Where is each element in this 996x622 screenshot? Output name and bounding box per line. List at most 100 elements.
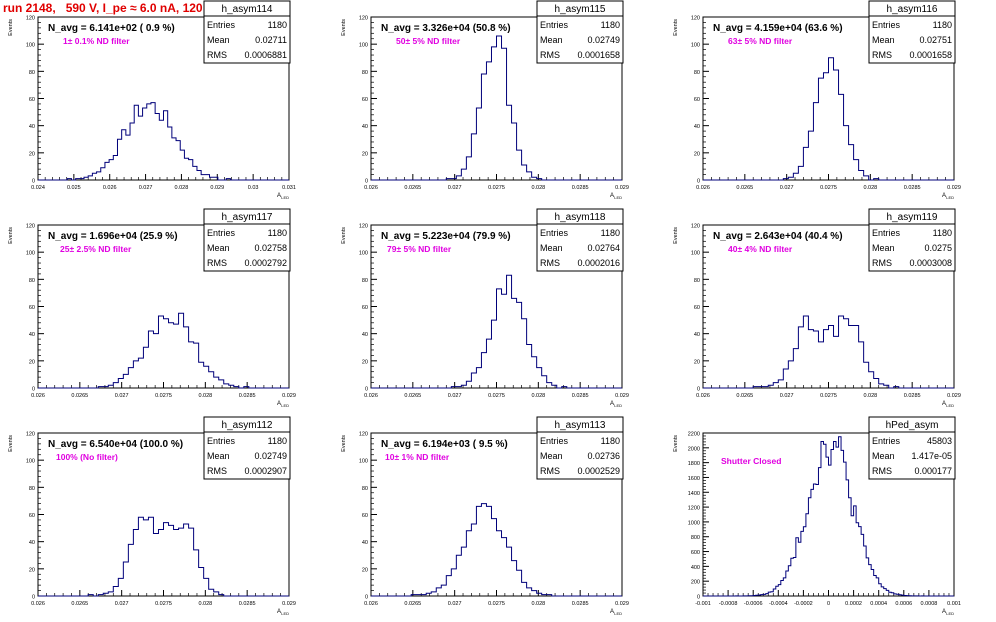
y-tick-label: 0	[697, 595, 700, 601]
navg-label: N_avg = 1.696e+04 (25.9 %)	[48, 231, 178, 242]
x-tick-label: -0.0004	[769, 601, 788, 607]
x-tick-label: 0.026	[364, 393, 378, 399]
y-tick-label: 1200	[688, 506, 700, 512]
x-tick-label: 0.027	[139, 185, 153, 191]
stats-box-title: h_asym116	[887, 4, 938, 15]
stats-value-entries: 45803	[927, 436, 952, 446]
stats-key-rms: RMS	[207, 50, 227, 60]
filter-label: 10± 1% ND filter	[385, 452, 450, 462]
y-tick-label: 20	[29, 151, 35, 157]
stats-box: hPed_asym Entries 45803 Mean 1.417e-05 RMS 0.0…	[868, 416, 956, 480]
y-tick-label: 40	[694, 332, 700, 338]
y-tick-label: 80	[362, 486, 368, 492]
x-tick-label: 0.027	[780, 393, 794, 399]
stats-value-entries: 1180	[933, 20, 952, 30]
y-axis-label: Events	[673, 227, 679, 244]
x-tick-label: 0.028	[531, 393, 545, 399]
x-tick-label: 0.0265	[404, 393, 421, 399]
stats-value-mean: 1.417e-05	[911, 451, 952, 461]
stats-key-mean: Mean	[207, 451, 230, 461]
x-tick-label: 0.029	[615, 601, 629, 607]
x-axis-label-sub: LED	[614, 195, 622, 200]
stats-key-mean: Mean	[207, 35, 230, 45]
stats-box-frame	[536, 208, 624, 272]
y-tick-label: 80	[29, 486, 35, 492]
histogram-line	[371, 274, 622, 389]
y-tick-label: 40	[694, 124, 700, 130]
x-tick-label: 0	[827, 601, 830, 607]
x-axis-label: A	[610, 401, 614, 407]
y-tick-label: 120	[26, 16, 35, 22]
x-tick-label: 0.028	[863, 185, 877, 191]
stats-key-rms: RMS	[540, 466, 560, 476]
x-tick-label: 0.0265	[404, 601, 421, 607]
y-axis-label: Events	[673, 19, 679, 36]
stats-value-mean: 0.02736	[587, 451, 620, 461]
stats-value-rms: 0.0002792	[244, 258, 287, 268]
stats-value-mean: 0.02758	[254, 243, 287, 253]
x-tick-label: 0.0265	[71, 393, 88, 399]
x-tick-label: 0.029	[210, 185, 224, 191]
x-tick-label: 0.028	[863, 393, 877, 399]
stats-value-rms: 0.000177	[914, 466, 952, 476]
x-tick-label: 0.028	[531, 601, 545, 607]
y-tick-label: 60	[694, 305, 700, 311]
x-tick-label: 0.0006	[895, 601, 912, 607]
y-tick-label: 1400	[688, 491, 700, 497]
panel-hPed_asym: 0 200 400 600 800 1000 1200 1400 1600 1800 2000 220…	[673, 416, 961, 616]
y-tick-label: 80	[29, 278, 35, 284]
stats-value-entries: 1180	[933, 228, 952, 238]
x-tick-label: 0.026	[696, 393, 710, 399]
x-tick-label: 0.0265	[404, 185, 421, 191]
x-tick-label: 0.0285	[239, 601, 256, 607]
y-tick-label: 20	[362, 151, 368, 157]
y-tick-label: 40	[362, 124, 368, 130]
x-tick-label: 0.026	[364, 185, 378, 191]
y-tick-label: 40	[29, 124, 35, 130]
stats-value-rms: 0.0002907	[244, 466, 287, 476]
stats-value-rms: 0.0006881	[244, 50, 287, 60]
stats-key-entries: Entries	[540, 436, 569, 446]
y-tick-label: 20	[362, 567, 368, 573]
stats-box: h_asym114 Entries 1180 Mean 0.02711 RMS 0.0006…	[203, 0, 291, 64]
x-tick-label: 0.0275	[820, 185, 837, 191]
y-tick-label: 0	[697, 179, 700, 185]
x-tick-label: 0.026	[103, 185, 117, 191]
y-tick-label: 40	[362, 332, 368, 338]
x-axis-label-sub: LED	[946, 611, 954, 616]
y-axis-label: Events	[8, 227, 14, 244]
stats-box: h_asym112 Entries 1180 Mean 0.02749 RMS 0.0002…	[203, 416, 291, 480]
y-tick-label: 60	[29, 305, 35, 311]
y-tick-label: 60	[29, 513, 35, 519]
y-tick-label: 100	[359, 251, 368, 257]
filter-label: 63± 5% ND filter	[728, 36, 793, 46]
navg-label-bg	[706, 20, 854, 34]
x-tick-label: 0.001	[947, 601, 961, 607]
x-tick-label: 0.0265	[736, 393, 753, 399]
y-tick-label: 400	[691, 565, 700, 571]
x-axis-label: A	[610, 609, 614, 615]
stats-value-rms: 0.0001658	[577, 50, 620, 60]
x-tick-label: 0.028	[198, 393, 212, 399]
stats-key-mean: Mean	[207, 243, 230, 253]
x-tick-label: 0.027	[448, 185, 462, 191]
navg-label-bg	[41, 436, 189, 450]
filter-label: 25± 2.5% ND filter	[60, 244, 132, 254]
y-axis-label: Events	[341, 19, 347, 36]
histogram-line	[371, 503, 622, 597]
x-tick-label: 0.027	[448, 601, 462, 607]
stats-key-rms: RMS	[872, 258, 892, 268]
stats-box-frame	[868, 416, 956, 480]
stats-box: h_asym118 Entries 1180 Mean 0.02764 RMS 0.0002…	[536, 208, 624, 272]
x-tick-label: 0.028	[531, 185, 545, 191]
stats-box-title: hPed_asym	[886, 420, 939, 431]
stats-key-mean: Mean	[540, 35, 563, 45]
navg-label: N_avg = 6.194e+03 ( 9.5 %)	[381, 439, 508, 450]
stats-value-entries: 1180	[268, 20, 287, 30]
x-tick-label: 0.0275	[488, 393, 505, 399]
y-tick-label: 20	[694, 359, 700, 365]
x-tick-label: 0.0004	[870, 601, 887, 607]
stats-value-rms: 0.0003008	[909, 258, 952, 268]
x-tick-label: 0.026	[696, 185, 710, 191]
x-tick-label: 0.029	[282, 601, 296, 607]
